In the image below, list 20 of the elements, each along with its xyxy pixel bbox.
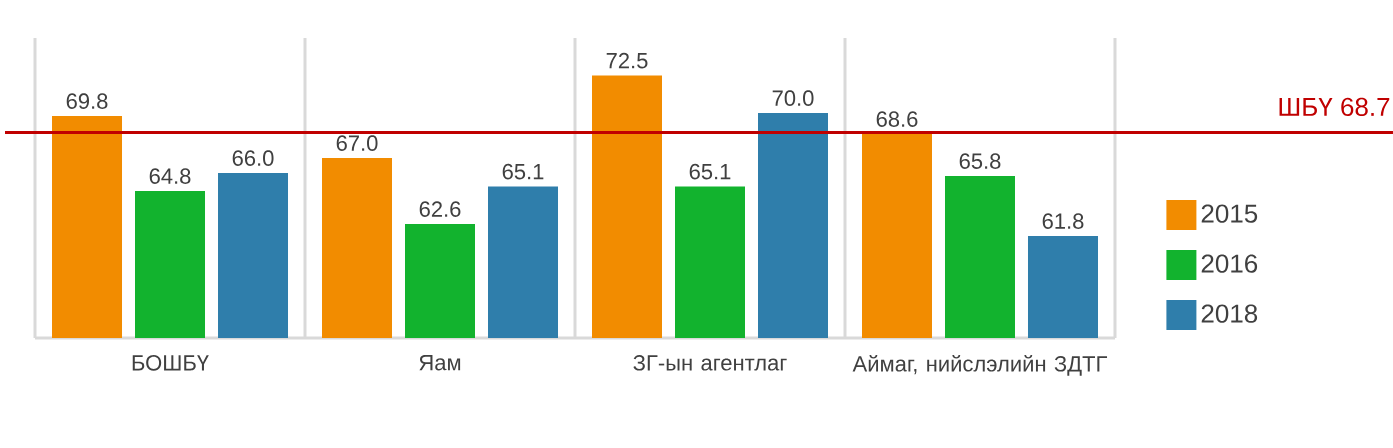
data-label: 65.1 (502, 163, 544, 180)
data-label: 61.8 (1042, 213, 1084, 229)
ref-line-label: ШБҮ 68.7 (1279, 97, 1390, 117)
data-label: 70.0 (772, 90, 814, 106)
data-label: 72.5 (606, 52, 648, 69)
legend-label: 2015 (1201, 204, 1258, 223)
legend-label: 2016 (1201, 254, 1258, 273)
x-tick-label: Аймаг, нийслэлийн ЗДТГ (852, 355, 1108, 376)
data-label: 68.6 (876, 111, 918, 127)
x-tick-label: Яам (419, 355, 461, 371)
data-label: 67.0 (336, 135, 378, 151)
x-tick-label: ЗГ-ын агентлаг (633, 355, 787, 371)
data-label: 64.8 (149, 168, 191, 184)
x-tick-label: БОШБҮ (132, 355, 209, 371)
data-label: 65.1 (689, 163, 731, 180)
legend-label: 2018 (1201, 304, 1258, 323)
data-label: 69.8 (66, 93, 108, 109)
data-label: 66.0 (232, 150, 274, 166)
data-label: 65.8 (959, 153, 1001, 169)
data-label: 62.6 (419, 201, 461, 217)
